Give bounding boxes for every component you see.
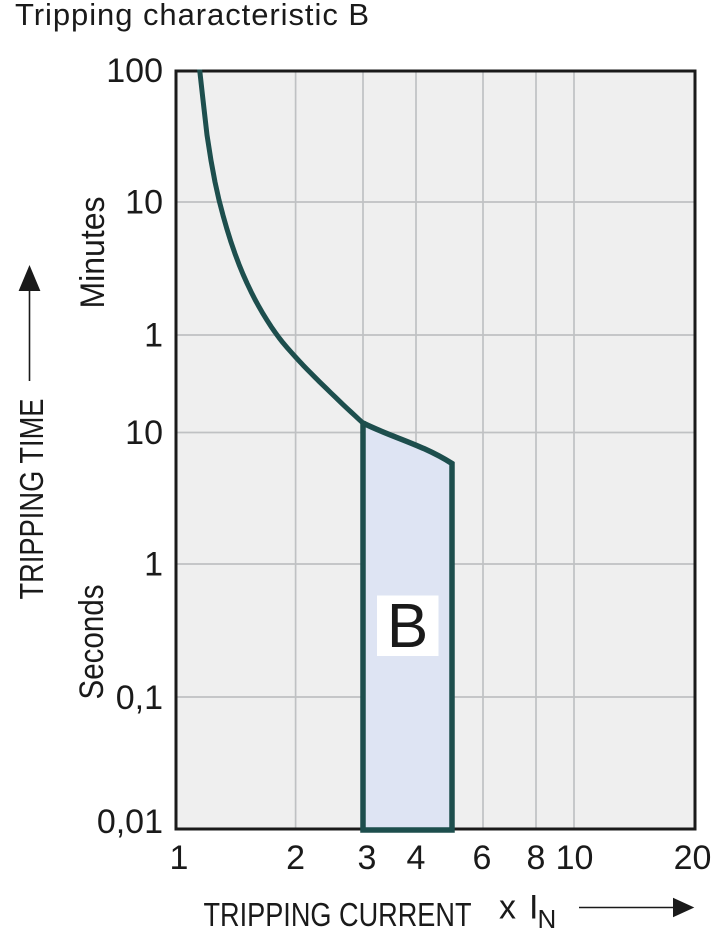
svg-text:B: B [387,592,428,661]
svg-text:Seconds: Seconds [73,585,111,700]
svg-text:2: 2 [286,839,305,877]
svg-text:TRIPPING CURRENT: TRIPPING CURRENT [204,896,472,933]
svg-text:10: 10 [125,414,163,452]
svg-text:x: x [499,889,516,927]
svg-text:20: 20 [674,839,712,877]
svg-text:6: 6 [473,839,492,877]
svg-text:3: 3 [358,839,377,877]
svg-text:0,01: 0,01 [97,803,163,841]
svg-text:N: N [538,904,557,934]
svg-text:Minutes: Minutes [74,197,112,309]
svg-text:4: 4 [407,839,426,877]
svg-text:100: 100 [106,52,163,90]
svg-text:1: 1 [144,546,163,584]
svg-text:1: 1 [144,317,163,355]
svg-text:Tripping characteristic B: Tripping characteristic B [15,0,369,32]
svg-text:0,1: 0,1 [116,679,163,717]
svg-text:10: 10 [556,839,594,877]
svg-text:8: 8 [527,839,546,877]
svg-text:TRIPPING TIME: TRIPPING TIME [13,399,50,600]
svg-text:I: I [529,889,538,927]
svg-text:10: 10 [125,184,163,222]
svg-text:1: 1 [170,839,189,877]
